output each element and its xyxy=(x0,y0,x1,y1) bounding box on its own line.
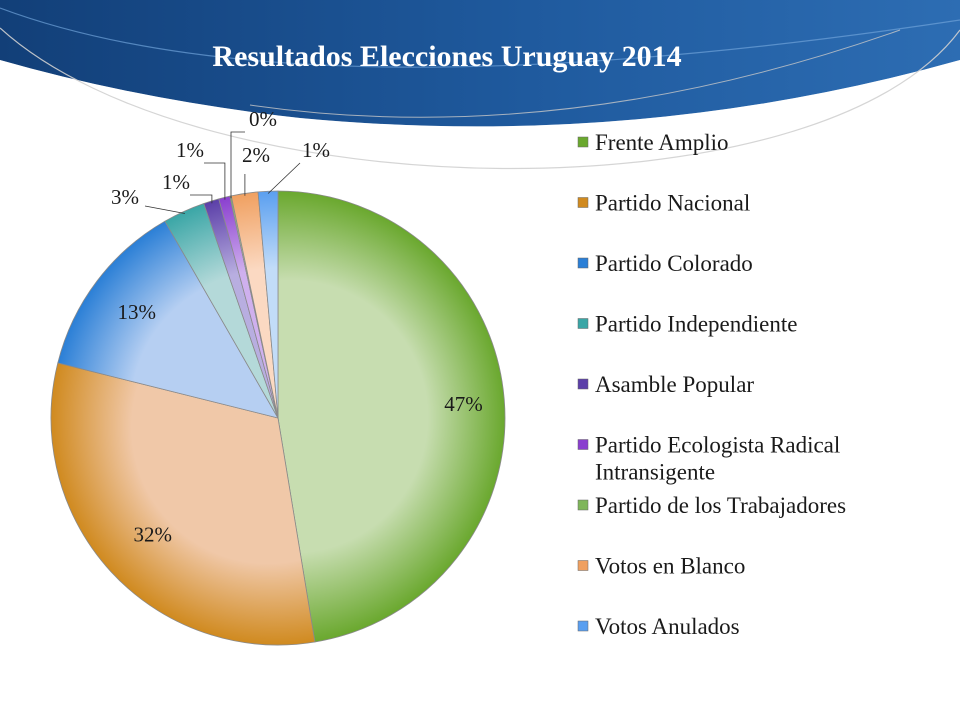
legend-swatch-asamble-popular xyxy=(577,378,589,390)
legend-item-partido-ecologista-radical-intransigente: Partido Ecologista Radical Intransigente xyxy=(577,433,840,485)
legend-item-partido-independiente: Partido Independiente xyxy=(577,312,797,337)
legend-swatch-partido-ecologista-radical-intransigente xyxy=(577,439,589,450)
legend-swatch-partido-colorado xyxy=(577,257,589,269)
data-label-partido-de-los-trabajadores: 0% xyxy=(249,107,277,131)
data-labels: 47% 32% 13% 3% 1% 1% 0% 2% 1% xyxy=(111,107,483,546)
legend-label-partido-nacional: Partido Nacional xyxy=(595,191,750,216)
legend-swatch-partido-independiente xyxy=(577,318,589,329)
leader-line-partido-de-los-trabajadores xyxy=(230,131,245,199)
legend-item-votos-en-blanco: Votos en Blanco xyxy=(577,554,745,579)
legend-swatch-frente-amplio xyxy=(577,136,589,148)
data-label-asamble-popular: 1% xyxy=(162,170,190,194)
legend-swatch-votos-anulados xyxy=(577,620,589,632)
data-label-partido-colorado: 13% xyxy=(117,300,156,324)
legend: Frente Amplio Partido Nacional Partido Col… xyxy=(577,130,846,639)
data-label-votos-en-blanco: 2% xyxy=(242,143,270,167)
pie-slice-votos-anulados xyxy=(257,190,279,419)
legend-item-partido-de-los-trabajadores: Partido de los Trabajadores xyxy=(577,493,846,518)
legend-item-asamble-popular: Asamble Popular xyxy=(577,372,754,397)
data-label-partido-independiente: 3% xyxy=(111,185,139,209)
leader-line-partido-independiente xyxy=(144,205,185,214)
legend-item-partido-nacional: Partido Nacional xyxy=(577,191,750,216)
data-label-frente-amplio: 47% xyxy=(444,392,483,416)
pie-slice-partido-nacional xyxy=(50,362,316,646)
legend-label-frente-amplio: Frente Amplio xyxy=(595,130,729,155)
pie-slice-partido-colorado xyxy=(57,220,279,419)
data-label-partido-ecologista-radical-intransigente: 1% xyxy=(176,138,204,162)
leader-line-partido-ecologista-radical-intransigente xyxy=(204,162,226,200)
slide-header-banner xyxy=(0,0,960,170)
slide-title: Resultados Elecciones Uruguay 2014 xyxy=(212,40,681,73)
legend-item-votos-anulados: Votos Anulados xyxy=(577,614,740,639)
data-label-votos-anulados: 1% xyxy=(302,138,330,162)
legend-label-votos-anulados: Votos Anulados xyxy=(595,614,740,639)
leader-line-votos-anulados xyxy=(267,162,301,194)
pie-slice-frente-amplio xyxy=(277,190,506,643)
leader-line-asamble-popular xyxy=(190,194,213,204)
legend-item-partido-colorado: Partido Colorado xyxy=(577,251,753,276)
legend-label-votos-en-blanco: Votos en Blanco xyxy=(595,554,745,579)
data-label-partido-nacional: 32% xyxy=(134,522,173,546)
legend-label-partido-colorado: Partido Colorado xyxy=(595,251,753,276)
legend-label-partido-independiente: Partido Independiente xyxy=(595,312,797,337)
legend-swatch-partido-de-los-trabajadores xyxy=(577,499,589,511)
legend-swatch-partido-nacional xyxy=(577,197,589,208)
legend-label-partido-de-los-trabajadores: Partido de los Trabajadores xyxy=(595,493,846,518)
legend-label-asamble-popular: Asamble Popular xyxy=(595,372,754,397)
pie-chart xyxy=(50,190,506,646)
legend-label-partido-ecologista-radical-intransigente: Partido Ecologista Radical Intransigente xyxy=(595,433,840,485)
legend-item-frente-amplio: Frente Amplio xyxy=(577,130,729,155)
legend-swatch-votos-en-blanco xyxy=(577,560,589,571)
